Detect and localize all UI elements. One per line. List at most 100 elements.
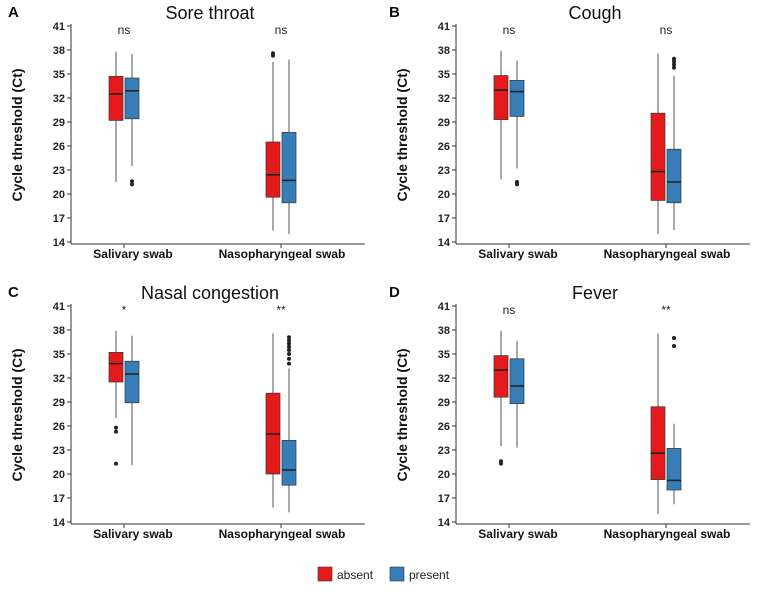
y-tick-label: 35 — [53, 69, 65, 81]
y-tick-label: 14 — [438, 237, 451, 249]
outlier-point — [287, 335, 291, 340]
box-present-0 — [124, 335, 140, 466]
panel-letter: C — [8, 284, 19, 301]
significance-label-nasopharyngeal: ** — [276, 303, 286, 317]
box-present-0 — [509, 341, 525, 448]
y-tick-label: 35 — [438, 69, 450, 81]
legend-label-absent: absent — [337, 568, 374, 582]
y-axis-title: Cycle threshold (Ct) — [394, 348, 410, 481]
y-tick-label: 26 — [53, 141, 65, 153]
outlier-point — [287, 341, 291, 346]
y-tick-label: 20 — [53, 469, 65, 481]
outlier-point — [114, 425, 118, 430]
panel-a: A Sore throat Cycle threshold (Ct) 14 17 2… — [8, 3, 365, 261]
box-absent-1 — [265, 51, 281, 231]
panel-letter: A — [8, 4, 19, 21]
y-tick-label: 26 — [438, 141, 450, 153]
outlier-point — [114, 461, 118, 466]
x-tick-label-nasopharyngeal: Nasopharyngeal swab — [219, 247, 346, 261]
panel-letter: B — [389, 4, 400, 21]
box-absent-0 — [108, 330, 124, 466]
x-tick-label-nasopharyngeal: Nasopharyngeal swab — [604, 247, 731, 261]
outlier-point — [672, 62, 676, 67]
outlier-point — [672, 56, 676, 61]
box-absent-0 — [108, 51, 124, 182]
y-tick-label: 23 — [53, 165, 65, 177]
panel-letter: D — [389, 284, 400, 301]
y-tick-label: 26 — [438, 421, 450, 433]
x-tick-label-nasopharyngeal: Nasopharyngeal swab — [219, 527, 346, 541]
panel-b: B Cough Cycle threshold (Ct) 14 17 20 23 26 2… — [389, 3, 750, 261]
box-body — [281, 132, 297, 204]
y-tick-label: 29 — [438, 117, 450, 129]
y-tick-label: 20 — [438, 189, 450, 201]
x-tick-label-salivary: Salivary swab — [478, 527, 557, 541]
box-present-0 — [509, 60, 525, 187]
outlier-point — [672, 344, 676, 348]
plot-area: 14 17 20 23 26 29 32 35 38 41 — [438, 301, 682, 529]
legend-label-present: present — [409, 568, 450, 582]
y-tick-label: 41 — [438, 301, 450, 313]
legend: absent present — [317, 566, 450, 582]
y-tick-label: 29 — [53, 117, 65, 129]
box-body — [650, 112, 666, 201]
y-axis-title: Cycle threshold (Ct) — [394, 68, 410, 201]
y-tick-label: 26 — [53, 421, 65, 433]
y-axis-title: Cycle threshold (Ct) — [9, 348, 25, 481]
y-tick-label: 17 — [53, 213, 65, 225]
panel-title: Nasal congestion — [141, 283, 279, 303]
significance-label-nasopharyngeal: ns — [660, 23, 673, 37]
y-tick-label: 17 — [438, 213, 450, 225]
x-tick-label-salivary: Salivary swab — [93, 527, 172, 541]
box-present-1 — [281, 335, 297, 513]
y-tick-label: 38 — [438, 325, 450, 337]
box-body — [509, 80, 525, 117]
box-body — [108, 76, 124, 121]
legend-swatch-absent — [317, 566, 333, 582]
outlier-point — [130, 179, 134, 184]
box-body — [666, 148, 682, 204]
outlier-point — [287, 361, 291, 366]
outlier-point — [287, 348, 291, 352]
y-tick-label: 20 — [438, 469, 450, 481]
y-tick-label: 35 — [438, 349, 450, 361]
panel-title: Cough — [568, 3, 621, 23]
panel-d: D Fever Cycle threshold (Ct) 14 17 20 23 26 2… — [389, 283, 750, 541]
x-tick-label-salivary: Salivary swab — [93, 247, 172, 261]
y-tick-label: 14 — [53, 237, 66, 249]
panel-c: C Nasal congestion Cycle threshold (Ct) … — [8, 283, 365, 541]
box-present-0 — [124, 54, 140, 187]
box-present-1 — [666, 336, 682, 505]
y-tick-label: 32 — [53, 373, 65, 385]
legend-swatch-present — [389, 566, 405, 582]
box-body — [666, 448, 682, 491]
box-body — [265, 141, 281, 198]
outlier-point — [114, 429, 118, 434]
y-tick-label: 38 — [53, 45, 65, 57]
box-present-1 — [666, 56, 682, 230]
significance-label-salivary: ns — [118, 23, 131, 37]
y-tick-label: 23 — [53, 445, 65, 457]
y-tick-label: 41 — [53, 21, 65, 33]
y-tick-label: 17 — [438, 493, 450, 505]
significance-label-nasopharyngeal: ns — [275, 23, 288, 37]
plot-area: 14 17 20 23 26 29 32 35 38 41 — [438, 21, 682, 249]
y-tick-label: 14 — [53, 517, 66, 529]
outlier-point — [271, 51, 275, 56]
outlier-point — [287, 356, 291, 361]
plot-area: 14 17 20 23 26 29 32 35 38 41 — [53, 301, 297, 529]
box-body — [124, 360, 140, 404]
outlier-point — [672, 65, 676, 70]
box-body — [509, 358, 525, 404]
y-tick-label: 14 — [438, 517, 451, 529]
y-tick-label: 29 — [53, 397, 65, 409]
y-tick-label: 29 — [438, 397, 450, 409]
box-body — [493, 75, 509, 120]
y-tick-label: 38 — [53, 325, 65, 337]
y-tick-label: 23 — [438, 165, 450, 177]
y-tick-label: 41 — [438, 21, 450, 33]
outlier-point — [515, 180, 519, 184]
y-tick-label: 35 — [53, 349, 65, 361]
box-absent-1 — [265, 333, 281, 508]
outlier-point — [672, 336, 676, 340]
